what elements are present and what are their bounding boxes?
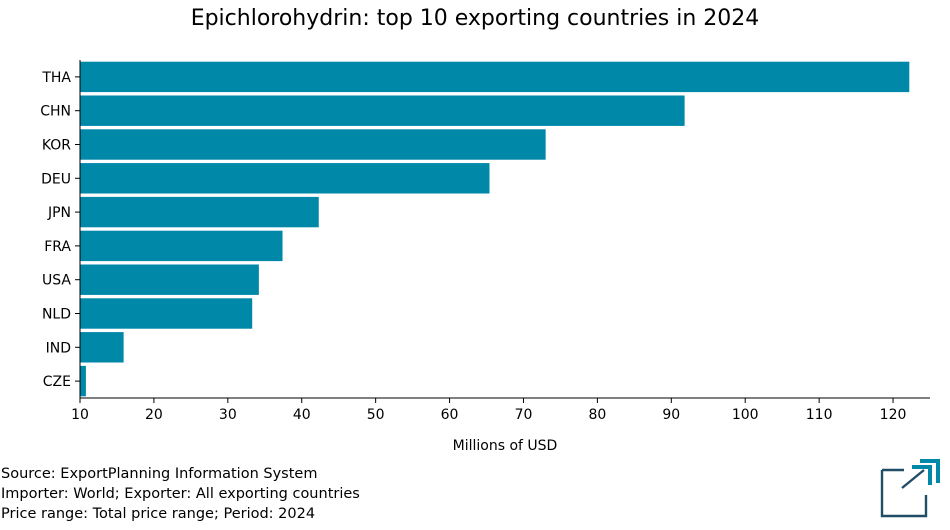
x-tick-label: 60: [441, 407, 459, 423]
bar-nld: [80, 298, 253, 329]
y-tick-label: FRA: [44, 239, 71, 255]
x-tick-label: 40: [293, 407, 311, 423]
y-tick-label: IND: [46, 340, 71, 356]
x-tick-label: 110: [806, 407, 833, 423]
bar-tha: [80, 61, 910, 93]
y-tick-label: CHN: [40, 104, 71, 120]
x-tick-label: 50: [367, 407, 385, 423]
chart-footer: Source: ExportPlanning Information Syste…: [1, 464, 360, 524]
x-tick-label: 90: [662, 407, 680, 423]
y-tick-label: KOR: [42, 138, 71, 154]
bar-cze: [80, 365, 86, 397]
exportplanning-logo-icon: [880, 459, 940, 518]
bar-fra: [80, 230, 283, 262]
y-tick-label: DEU: [41, 171, 71, 187]
source-note: Source: ExportPlanning Information Syste…: [1, 466, 318, 482]
y-tick-label: USA: [42, 273, 71, 289]
x-tick-label: 30: [219, 407, 237, 423]
x-tick-label: 20: [145, 407, 163, 423]
bar-chart: THA CHN KOR DEU JPN FRA USA NLD IND CZE 10 20 30 40 50…: [40, 60, 930, 454]
bar-deu: [80, 163, 490, 194]
bar-chn: [80, 95, 685, 126]
price-range-note: Price range: Total price range; Period: …: [1, 506, 316, 522]
y-tick-label: JPN: [47, 205, 71, 221]
y-tick-label: NLD: [42, 307, 71, 323]
importer-note: Importer: World; Exporter: All exporting…: [1, 486, 360, 502]
bar-ind: [80, 332, 124, 363]
x-tick-label: 80: [588, 407, 606, 423]
bar-usa: [80, 264, 259, 295]
x-tick-label: 70: [515, 407, 533, 423]
x-tick-label: 10: [71, 407, 89, 423]
chart-title: Epichlorohydrin: top 10 exporting countr…: [190, 6, 760, 31]
y-tick-label: THA: [41, 70, 71, 86]
bar-kor: [80, 129, 546, 160]
x-tick-label: 100: [732, 407, 759, 423]
y-tick-label: CZE: [43, 374, 71, 390]
bar-jpn: [80, 196, 319, 228]
x-tick-label: 120: [880, 407, 907, 423]
x-axis-label: Millions of USD: [453, 438, 558, 454]
